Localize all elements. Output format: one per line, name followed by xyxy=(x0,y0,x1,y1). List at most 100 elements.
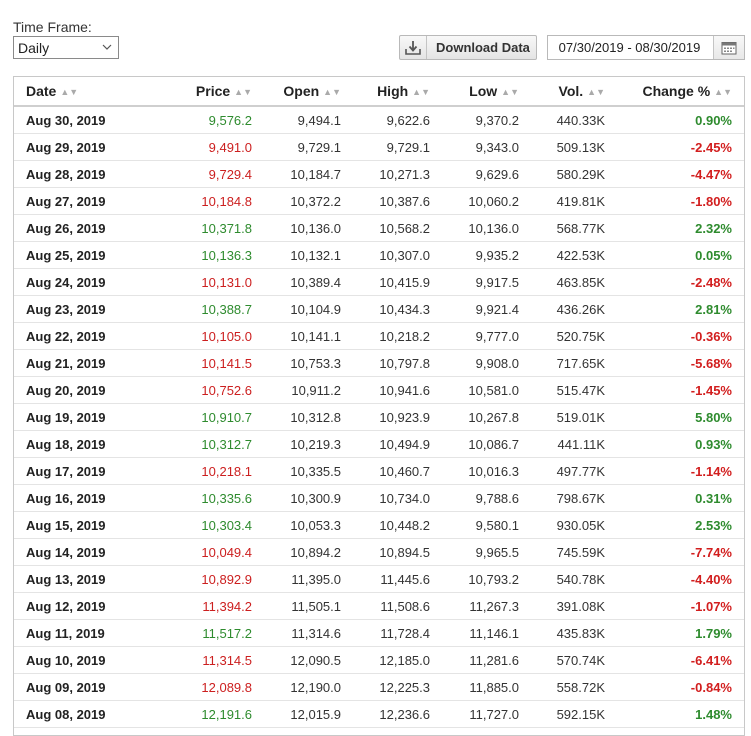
column-header-open[interactable]: Open ▲▼ xyxy=(260,77,349,107)
cell-open: 12,015.9 xyxy=(260,700,349,728)
sort-icon: ▲▼ xyxy=(234,87,252,97)
cell-date: Aug 11, 2019 xyxy=(14,619,148,647)
cell-vol: 717.65K xyxy=(527,349,613,377)
cell-date: Aug 24, 2019 xyxy=(14,268,148,296)
cell-date: Aug 26, 2019 xyxy=(14,214,148,242)
cell-date: Aug 13, 2019 xyxy=(14,565,148,593)
column-header-price[interactable]: Price ▲▼ xyxy=(148,77,260,107)
cell-open: 11,505.1 xyxy=(260,592,349,620)
cell-vol: 440.33K xyxy=(527,106,613,134)
cell-vol: 580.29K xyxy=(527,160,613,188)
column-header-high[interactable]: High ▲▼ xyxy=(349,77,438,107)
cell-open: 10,372.2 xyxy=(260,187,349,215)
cell-change: 2.32% xyxy=(613,214,744,242)
cell-vol: 422.53K xyxy=(527,241,613,269)
cell-price: 9,729.4 xyxy=(148,160,260,188)
cell-open: 11,395.0 xyxy=(260,565,349,593)
cell-low: 10,793.2 xyxy=(438,565,527,593)
cell-price: 10,049.4 xyxy=(148,538,260,566)
table-row: Aug 11, 2019 11,517.2 11,314.6 11,728.4 11,1… xyxy=(14,619,744,647)
cell-vol: 798.67K xyxy=(527,484,613,512)
cell-date: Aug 12, 2019 xyxy=(14,592,148,620)
sort-icon: ▲▼ xyxy=(714,87,732,97)
table-row: Aug 17, 2019 10,218.1 10,335.5 10,460.7 10,0… xyxy=(14,457,744,485)
cell-vol: 419.81K xyxy=(527,187,613,215)
table-row: Aug 13, 2019 10,892.9 11,395.0 11,445.6 10,7… xyxy=(14,565,744,593)
cell-date: Aug 29, 2019 xyxy=(14,133,148,161)
cell-vol: 519.01K xyxy=(527,403,613,431)
cell-date: Aug 17, 2019 xyxy=(14,457,148,485)
column-header-low[interactable]: Low ▲▼ xyxy=(438,77,527,107)
cell-date: Aug 09, 2019 xyxy=(14,673,148,701)
cell-date: Aug 25, 2019 xyxy=(14,241,148,269)
cell-open: 9,729.1 xyxy=(260,133,349,161)
historical-data-table: Date ▲▼ Price ▲▼ Open ▲▼ High ▲▼ Low ▲▼ Vol. ▲… xyxy=(13,76,745,736)
cell-price: 9,576.2 xyxy=(148,106,260,134)
cell-high: 9,622.6 xyxy=(349,106,438,134)
cell-date: Aug 08, 2019 xyxy=(14,700,148,728)
cell-change: 0.05% xyxy=(613,241,744,269)
sort-icon: ▲▼ xyxy=(501,87,519,97)
column-header-change[interactable]: Change % ▲▼ xyxy=(613,77,744,107)
table-row: Aug 14, 2019 10,049.4 10,894.2 10,894.5 9,96… xyxy=(14,538,744,566)
cell-change: -2.48% xyxy=(613,268,744,296)
cell-vol: 463.85K xyxy=(527,268,613,296)
cell-price: 10,892.9 xyxy=(148,565,260,593)
cell-change: -6.41% xyxy=(613,646,744,674)
cell-high: 10,448.2 xyxy=(349,511,438,539)
cell-low: 9,629.6 xyxy=(438,160,527,188)
column-header-date[interactable]: Date ▲▼ xyxy=(14,77,148,107)
cell-date: Aug 19, 2019 xyxy=(14,403,148,431)
chevron-down-icon xyxy=(102,44,112,50)
cell-low: 9,935.2 xyxy=(438,241,527,269)
table-row: Aug 29, 2019 9,491.0 9,729.1 9,729.1 9,343.0… xyxy=(14,133,744,161)
table-row: Aug 22, 2019 10,105.0 10,141.1 10,218.2 9,77… xyxy=(14,322,744,350)
cell-high: 9,729.1 xyxy=(349,133,438,161)
cell-vol: 441.11K xyxy=(527,430,613,458)
cell-vol: 509.13K xyxy=(527,133,613,161)
table-row: Aug 30, 2019 9,576.2 9,494.1 9,622.6 9,370.2… xyxy=(14,106,744,134)
cell-high: 10,307.0 xyxy=(349,241,438,269)
timeframe-selected-value: Daily xyxy=(18,39,50,56)
cell-low: 9,917.5 xyxy=(438,268,527,296)
cell-change: -5.68% xyxy=(613,349,744,377)
cell-price: 9,491.0 xyxy=(148,133,260,161)
cell-price: 10,141.5 xyxy=(148,349,260,377)
cell-open: 10,141.1 xyxy=(260,322,349,350)
cell-low: 10,581.0 xyxy=(438,376,527,404)
column-header-volume[interactable]: Vol. ▲▼ xyxy=(527,77,613,107)
cell-change: 2.53% xyxy=(613,511,744,539)
table-row: Aug 09, 2019 12,089.8 12,190.0 12,225.3 11,8… xyxy=(14,673,744,701)
cell-date: Aug 20, 2019 xyxy=(14,376,148,404)
cell-high: 10,415.9 xyxy=(349,268,438,296)
sort-icon: ▲▼ xyxy=(323,87,341,97)
cell-price: 11,517.2 xyxy=(148,619,260,647)
table-row: Aug 15, 2019 10,303.4 10,053.3 10,448.2 9,58… xyxy=(14,511,744,539)
cell-change: -4.40% xyxy=(613,565,744,593)
cell-vol: 497.77K xyxy=(527,457,613,485)
cell-high: 12,236.6 xyxy=(349,700,438,728)
cell-change: -1.80% xyxy=(613,187,744,215)
table-row: Aug 10, 2019 11,314.5 12,090.5 12,185.0 11,2… xyxy=(14,646,744,674)
calendar-icon[interactable] xyxy=(713,36,744,59)
table-row: Aug 20, 2019 10,752.6 10,911.2 10,941.6 10,5… xyxy=(14,376,744,404)
cell-date: Aug 16, 2019 xyxy=(14,484,148,512)
cell-high: 12,225.3 xyxy=(349,673,438,701)
cell-date: Aug 30, 2019 xyxy=(14,106,148,134)
cell-low: 9,777.0 xyxy=(438,322,527,350)
cell-change: -4.47% xyxy=(613,160,744,188)
download-icon xyxy=(400,36,427,59)
cell-open: 10,136.0 xyxy=(260,214,349,242)
cell-price: 10,105.0 xyxy=(148,322,260,350)
cell-low: 11,885.0 xyxy=(438,673,527,701)
download-data-button[interactable]: Download Data xyxy=(399,35,537,60)
cell-open: 10,132.1 xyxy=(260,241,349,269)
table-row: Aug 12, 2019 11,394.2 11,505.1 11,508.6 11,2… xyxy=(14,592,744,620)
cell-low: 9,965.5 xyxy=(438,538,527,566)
cell-price: 10,136.3 xyxy=(148,241,260,269)
timeframe-select[interactable]: Daily xyxy=(13,36,119,59)
cell-open: 10,219.3 xyxy=(260,430,349,458)
cell-change: 1.48% xyxy=(613,700,744,728)
date-range-picker[interactable]: 07/30/2019 - 08/30/2019 xyxy=(547,35,745,60)
cell-date: Aug 10, 2019 xyxy=(14,646,148,674)
